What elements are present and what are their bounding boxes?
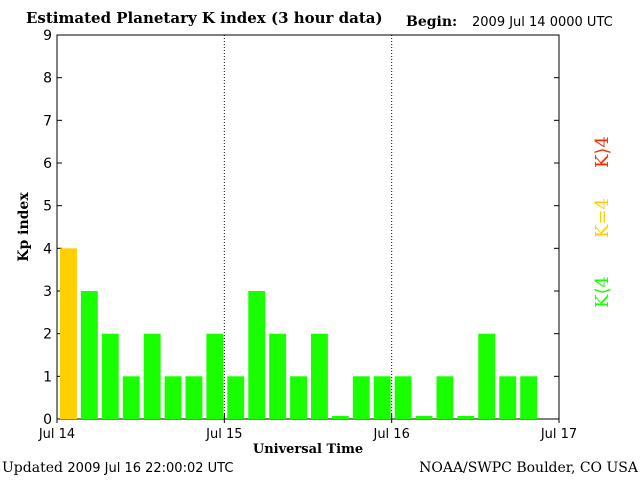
kp-bar — [101, 333, 119, 419]
y-tick-label: 8 — [43, 71, 52, 87]
bars — [60, 248, 538, 419]
y-tick-label: 4 — [43, 241, 52, 257]
updated-line: Updated 2009 Jul 16 22:00:02 UTC — [2, 460, 233, 476]
kp-bar — [164, 376, 182, 419]
kp-bar — [143, 333, 161, 419]
legend-k-below-4: K⟨4 — [592, 276, 613, 308]
legend: K⟩4 K=4 K⟨4 — [592, 136, 613, 308]
y-tick-label: 3 — [43, 284, 52, 300]
legend-k-above-4: K⟩4 — [592, 136, 613, 168]
legend-k-equal-4: K=4 — [592, 198, 613, 238]
kp-bar — [185, 376, 203, 419]
kp-bar — [269, 333, 287, 419]
updated-value: 2009 Jul 16 22:00:02 UTC — [67, 461, 234, 476]
updated-label: Updated — [2, 460, 63, 476]
kp-bar — [478, 333, 496, 419]
kp-bar — [311, 333, 328, 419]
kp-bar — [60, 248, 77, 419]
kp-bar — [122, 376, 140, 419]
chart-title: Estimated Planetary K index (3 hour data… — [26, 9, 383, 27]
y-tick-label: 1 — [43, 369, 52, 385]
kp-bar — [248, 291, 266, 419]
plot-frame — [56, 34, 560, 420]
kp-bar — [520, 376, 538, 419]
kp-bar — [80, 291, 98, 419]
source-credit: NOAA/SWPC Boulder, CO USA — [419, 460, 638, 476]
x-tick-label: Jul 17 — [540, 427, 577, 442]
kp-bar — [499, 376, 517, 419]
kp-bar — [457, 416, 475, 419]
kp-bar — [436, 376, 454, 419]
x-tick-label: Jul 14 — [38, 427, 75, 442]
kp-bar — [290, 376, 307, 419]
y-tick-label: 6 — [43, 156, 52, 172]
y-axis-label: Kp index — [16, 192, 32, 262]
y-tick-label: 9 — [43, 28, 52, 44]
kp-bar — [331, 416, 349, 419]
x-axis-label: Universal Time — [253, 442, 363, 457]
kp-bar — [373, 376, 391, 419]
y-tick-label: 2 — [43, 327, 52, 343]
kp-bar — [415, 416, 433, 419]
begin-label: Begin: — [406, 14, 458, 30]
y-axis: 0 1 2 3 4 5 6 7 8 9 — [43, 28, 559, 428]
y-tick-label: 0 — [43, 412, 52, 428]
y-tick-label: 7 — [43, 113, 52, 129]
kp-bar — [227, 376, 245, 419]
kp-bar — [352, 376, 370, 419]
x-axis: Jul 14 Jul 15 Jul 16 Jul 17 — [38, 414, 577, 442]
kp-bar — [206, 333, 224, 419]
day-separators — [223, 35, 393, 419]
y-tick-label: 5 — [43, 199, 52, 215]
x-tick-label: Jul 16 — [372, 427, 409, 442]
kp-bar — [394, 376, 412, 419]
x-tick-label: Jul 15 — [205, 427, 242, 442]
begin-value: 2009 Jul 14 0000 UTC — [472, 15, 613, 30]
